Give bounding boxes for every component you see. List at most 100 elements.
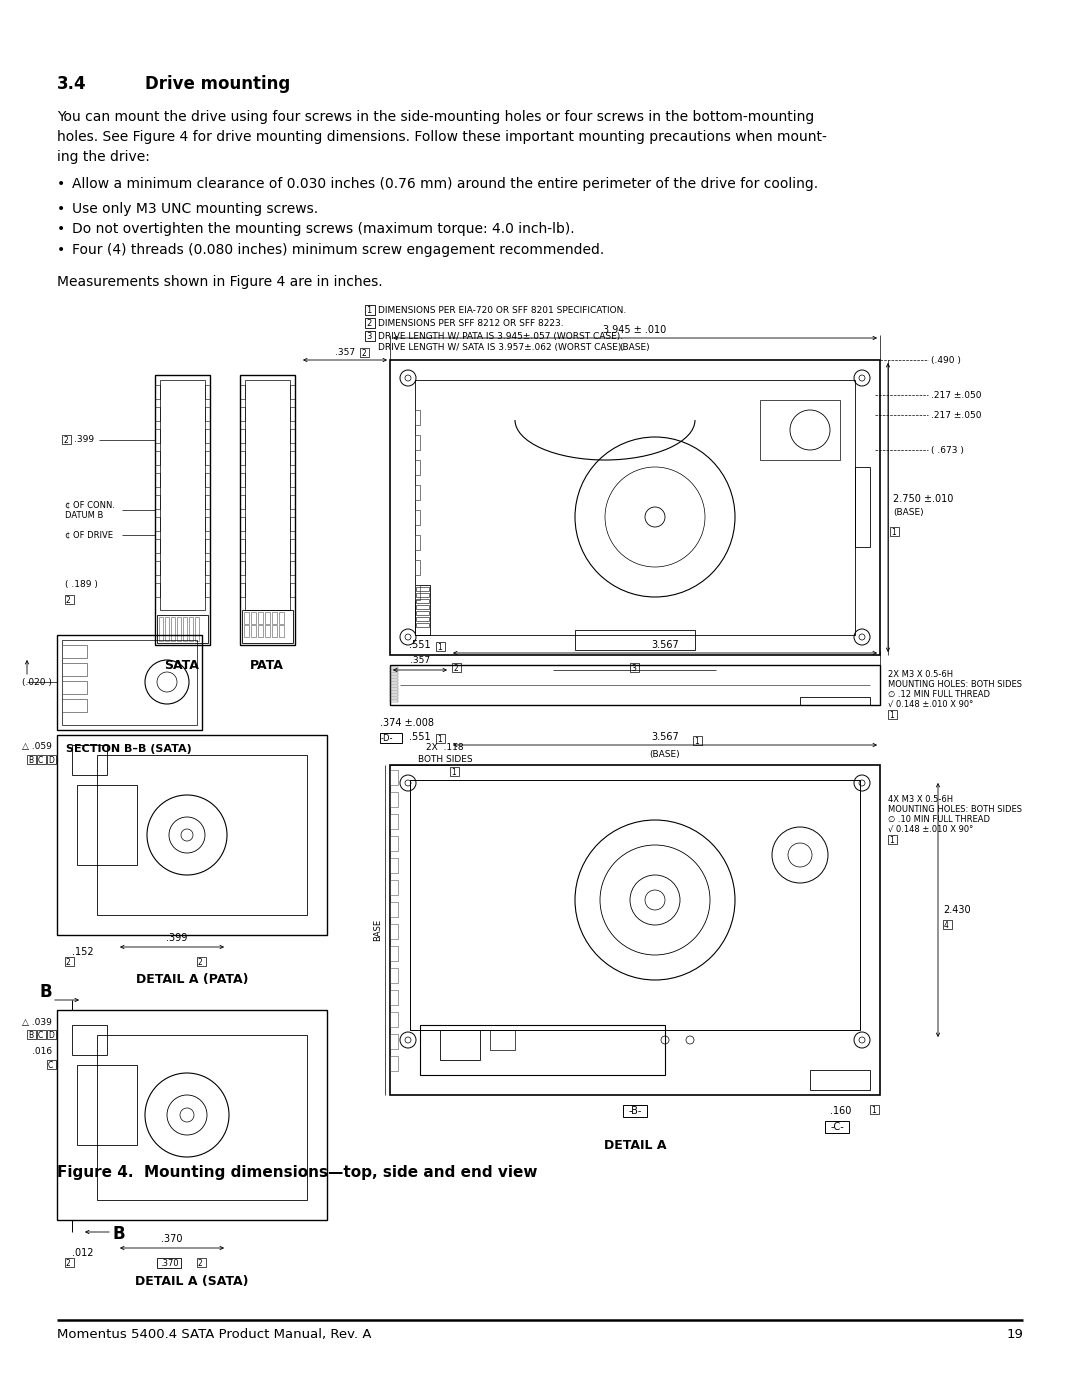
Bar — [160, 380, 205, 610]
Text: ¢ OF CONN.: ¢ OF CONN. — [65, 500, 114, 510]
Text: C: C — [48, 1060, 53, 1070]
Bar — [890, 527, 899, 536]
Bar — [490, 1030, 515, 1051]
Bar — [365, 331, 375, 341]
Text: DETAIL A: DETAIL A — [604, 1139, 666, 1153]
Bar — [291, 474, 295, 488]
Text: 19: 19 — [1007, 1329, 1023, 1341]
Bar — [415, 585, 420, 599]
Bar — [390, 665, 880, 705]
Bar — [390, 666, 399, 669]
Bar — [390, 694, 399, 696]
Bar — [390, 946, 399, 961]
Bar — [48, 754, 56, 764]
Text: DETAIL A (SATA): DETAIL A (SATA) — [135, 1275, 248, 1288]
Bar — [156, 429, 160, 443]
Text: 2X M3 X 0.5-6H: 2X M3 X 0.5-6H — [888, 671, 954, 679]
Text: 3.4: 3.4 — [57, 75, 86, 94]
Bar — [77, 785, 137, 865]
Bar — [240, 495, 245, 509]
Bar — [888, 710, 897, 719]
Text: SATA: SATA — [164, 659, 200, 672]
Bar — [440, 1030, 480, 1060]
Text: 2: 2 — [361, 349, 366, 358]
Bar — [245, 380, 291, 610]
Bar — [251, 612, 256, 624]
Bar — [57, 636, 202, 731]
Bar — [197, 1259, 206, 1267]
Bar — [291, 583, 295, 597]
Bar — [205, 583, 210, 597]
Text: C: C — [38, 756, 43, 766]
Bar — [156, 562, 160, 576]
Bar — [157, 615, 208, 643]
Bar — [390, 880, 399, 895]
Bar — [205, 517, 210, 531]
Bar — [272, 612, 276, 624]
Bar — [855, 467, 870, 548]
Text: .399: .399 — [75, 436, 94, 444]
Text: 1: 1 — [889, 835, 894, 845]
Text: 1: 1 — [451, 768, 456, 777]
Bar — [415, 485, 420, 500]
Text: (.490 ): (.490 ) — [931, 355, 961, 365]
Bar — [156, 451, 160, 465]
Bar — [415, 560, 420, 576]
Text: .217 ±.050: .217 ±.050 — [931, 411, 982, 419]
Bar — [390, 902, 399, 916]
Bar — [205, 451, 210, 465]
Text: 2: 2 — [453, 664, 458, 673]
Bar — [57, 735, 327, 935]
Text: B: B — [28, 1031, 33, 1039]
Bar — [62, 645, 87, 658]
Bar — [205, 474, 210, 488]
Bar — [390, 858, 399, 873]
Bar — [436, 643, 445, 651]
Text: (.020 ): (.020 ) — [22, 678, 52, 686]
Bar — [156, 374, 210, 645]
Text: 2X  .118: 2X .118 — [427, 743, 463, 752]
Bar — [291, 539, 295, 553]
Text: DETAIL A (PATA): DETAIL A (PATA) — [136, 972, 248, 986]
Bar — [251, 624, 256, 637]
Bar — [291, 429, 295, 443]
Bar — [365, 305, 375, 314]
Bar — [390, 676, 399, 678]
Text: 2: 2 — [66, 958, 71, 967]
Bar — [240, 374, 295, 645]
Bar — [37, 754, 46, 764]
Text: 4X M3 X 0.5-6H: 4X M3 X 0.5-6H — [888, 795, 954, 805]
Bar — [390, 700, 399, 703]
Bar — [240, 562, 245, 576]
Bar — [450, 767, 459, 775]
Bar — [265, 612, 270, 624]
Bar — [240, 451, 245, 465]
Text: 2: 2 — [66, 597, 71, 605]
Bar — [72, 1025, 107, 1055]
Bar — [156, 495, 160, 509]
Text: MOUNTING HOLES: BOTH SIDES: MOUNTING HOLES: BOTH SIDES — [888, 680, 1022, 689]
Bar — [760, 400, 840, 460]
Text: Allow a minimum clearance of 0.030 inches (0.76 mm) around the entire perimeter : Allow a minimum clearance of 0.030 inche… — [72, 177, 819, 191]
Bar — [825, 1120, 849, 1133]
Bar — [97, 1035, 307, 1200]
Bar — [62, 640, 197, 725]
Text: .551: .551 — [409, 732, 431, 742]
Text: △ .059: △ .059 — [22, 742, 52, 752]
Bar — [205, 407, 210, 420]
Text: √ 0.148 ±.010 X 90°: √ 0.148 ±.010 X 90° — [888, 826, 973, 834]
Bar — [390, 697, 399, 698]
Text: Measurements shown in Figure 4 are in inches.: Measurements shown in Figure 4 are in in… — [57, 275, 382, 289]
Text: 2: 2 — [366, 319, 372, 328]
Bar — [416, 623, 429, 627]
Text: DRIVE LENGTH W/ SATA IS 3.957±.062 (WORST CASE).: DRIVE LENGTH W/ SATA IS 3.957±.062 (WORS… — [378, 344, 624, 352]
Bar — [205, 495, 210, 509]
Text: Drive mounting: Drive mounting — [145, 75, 291, 94]
Bar — [272, 624, 276, 637]
Bar — [77, 1065, 137, 1146]
Text: √ 0.148 ±.010 X 90°: √ 0.148 ±.010 X 90° — [888, 700, 973, 710]
Text: B: B — [39, 983, 52, 1002]
Bar — [291, 451, 295, 465]
Text: 3.945 ± .010: 3.945 ± .010 — [604, 326, 666, 335]
Bar — [810, 1070, 870, 1090]
